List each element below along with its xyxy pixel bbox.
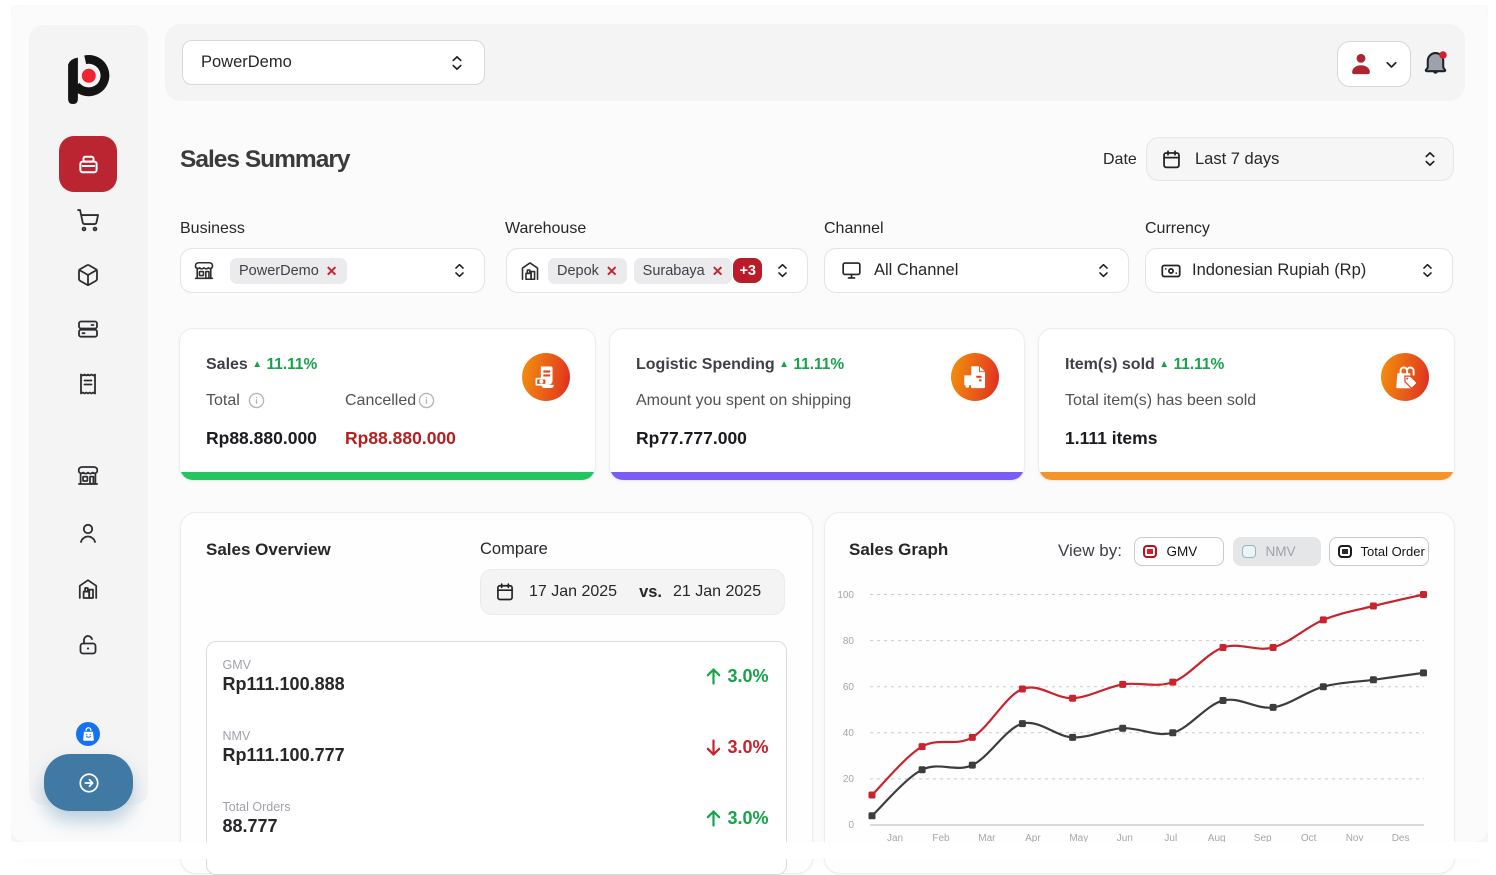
svg-text:Apr: Apr bbox=[1025, 833, 1041, 842]
svg-text:20: 20 bbox=[843, 774, 855, 785]
svg-text:May: May bbox=[1069, 833, 1088, 842]
svg-text:Jun: Jun bbox=[1117, 833, 1133, 842]
svg-text:Sep: Sep bbox=[1254, 833, 1272, 842]
svg-text:Des: Des bbox=[1392, 833, 1410, 842]
svg-text:0: 0 bbox=[848, 820, 854, 831]
svg-text:Feb: Feb bbox=[932, 833, 950, 842]
svg-text:Nov: Nov bbox=[1346, 833, 1364, 842]
svg-text:Jan: Jan bbox=[887, 833, 903, 842]
svg-text:40: 40 bbox=[843, 728, 855, 739]
svg-text:80: 80 bbox=[843, 636, 855, 647]
svg-text:Oct: Oct bbox=[1301, 833, 1317, 842]
svg-text:Mar: Mar bbox=[978, 833, 996, 842]
svg-text:Aug: Aug bbox=[1208, 833, 1226, 842]
svg-text:60: 60 bbox=[843, 682, 855, 693]
svg-text:100: 100 bbox=[837, 590, 854, 601]
svg-text:Jul: Jul bbox=[1164, 833, 1177, 842]
